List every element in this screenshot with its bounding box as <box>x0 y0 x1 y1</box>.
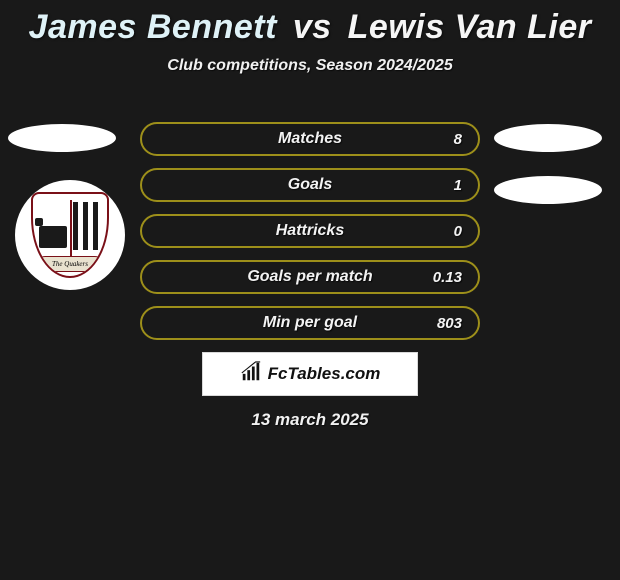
stat-label: Goals <box>288 176 332 194</box>
stat-value: 8 <box>454 131 462 148</box>
stat-row: Min per goal 803 <box>140 306 480 340</box>
stat-label: Min per goal <box>263 314 357 332</box>
subtitle: Club competitions, Season 2024/2025 <box>0 57 620 75</box>
stat-label: Hattricks <box>276 222 344 240</box>
vs-label: vs <box>293 8 332 46</box>
club-crest: The Quakers <box>15 180 125 290</box>
stat-value: 0.13 <box>433 269 462 286</box>
player2-name: Lewis Van Lier <box>348 8 592 46</box>
snapshot-date: 13 march 2025 <box>0 410 620 430</box>
page-title: James Bennett vs Lewis Van Lier <box>0 0 620 47</box>
stat-label: Goals per match <box>247 268 372 286</box>
crest-banner: The Quakers <box>37 256 103 272</box>
bar-chart-icon <box>240 361 262 388</box>
stat-row: Goals 1 <box>140 168 480 202</box>
stat-rows: Matches 8 Goals 1 Hattricks 0 Goals per match 0… <box>140 122 480 352</box>
fctables-watermark: FcTables.com <box>202 352 418 396</box>
stat-label: Matches <box>278 130 342 148</box>
player2-badge-placeholder-1 <box>494 124 602 152</box>
player1-name: James Bennett <box>29 8 277 46</box>
player1-badge-placeholder <box>8 124 116 152</box>
stat-row: Matches 8 <box>140 122 480 156</box>
fctables-label: FcTables.com <box>268 364 381 384</box>
stat-value: 1 <box>454 177 462 194</box>
stat-value: 0 <box>454 223 462 240</box>
stat-row: Goals per match 0.13 <box>140 260 480 294</box>
stat-value: 803 <box>437 315 462 332</box>
stat-row: Hattricks 0 <box>140 214 480 248</box>
player2-badge-placeholder-2 <box>494 176 602 204</box>
